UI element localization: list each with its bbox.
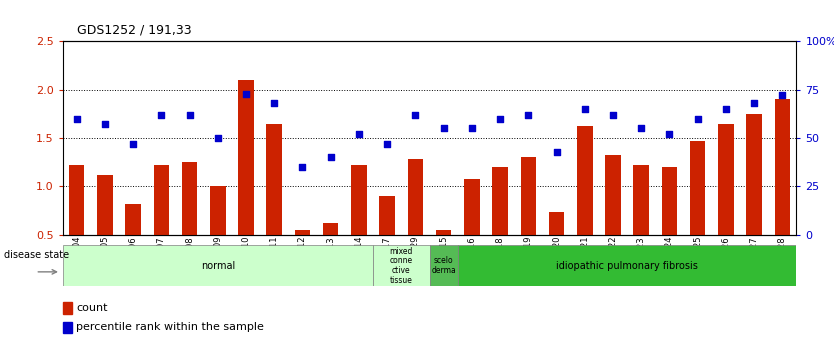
Point bbox=[154, 112, 168, 118]
Point bbox=[465, 126, 479, 131]
Bar bbox=[63, 303, 72, 314]
Bar bbox=[492, 167, 508, 235]
Point bbox=[663, 131, 676, 137]
Point bbox=[98, 122, 112, 127]
Bar bbox=[661, 167, 677, 235]
Point bbox=[380, 141, 394, 147]
Bar bbox=[153, 165, 169, 235]
Point bbox=[691, 116, 705, 121]
Bar bbox=[294, 230, 310, 235]
Point bbox=[719, 106, 732, 112]
Bar bbox=[577, 126, 592, 235]
Point bbox=[127, 141, 140, 147]
Bar bbox=[605, 155, 620, 235]
Point bbox=[606, 112, 620, 118]
Bar bbox=[718, 124, 734, 235]
Point bbox=[747, 100, 761, 106]
Bar bbox=[458, 245, 796, 286]
Bar bbox=[63, 322, 72, 333]
Bar bbox=[430, 245, 458, 286]
Bar bbox=[210, 186, 225, 235]
Point bbox=[296, 164, 309, 170]
Point bbox=[268, 100, 281, 106]
Text: GDS1252 / 191,33: GDS1252 / 191,33 bbox=[78, 24, 192, 37]
Bar bbox=[69, 165, 84, 235]
Point bbox=[352, 131, 365, 137]
Bar bbox=[520, 157, 536, 235]
Bar bbox=[97, 175, 113, 235]
Point bbox=[494, 116, 507, 121]
Point bbox=[324, 155, 338, 160]
Bar bbox=[690, 141, 706, 235]
Text: percentile rank within the sample: percentile rank within the sample bbox=[76, 322, 264, 332]
Point bbox=[635, 126, 648, 131]
Point bbox=[437, 126, 450, 131]
Bar bbox=[408, 159, 423, 235]
Point bbox=[183, 112, 196, 118]
Bar bbox=[634, 165, 649, 235]
Text: mixed
conne
ctive
tissue: mixed conne ctive tissue bbox=[389, 247, 413, 285]
Bar bbox=[775, 99, 790, 235]
Point bbox=[70, 116, 83, 121]
Text: disease state: disease state bbox=[4, 250, 69, 260]
Point bbox=[521, 112, 535, 118]
Bar bbox=[464, 179, 480, 235]
Bar bbox=[323, 223, 339, 235]
Point bbox=[776, 93, 789, 98]
Point bbox=[550, 149, 563, 154]
Text: scelo
derma: scelo derma bbox=[431, 256, 456, 275]
Point bbox=[578, 106, 591, 112]
Bar bbox=[182, 162, 198, 235]
Bar bbox=[746, 114, 762, 235]
Point bbox=[409, 112, 422, 118]
Bar bbox=[436, 230, 451, 235]
Point bbox=[211, 135, 224, 141]
Bar bbox=[351, 165, 367, 235]
Point bbox=[239, 91, 253, 96]
Bar bbox=[549, 213, 565, 235]
Bar bbox=[125, 204, 141, 235]
Bar bbox=[239, 80, 254, 235]
Text: normal: normal bbox=[201, 261, 235, 270]
Text: count: count bbox=[76, 303, 108, 313]
Text: idiopathic pulmonary fibrosis: idiopathic pulmonary fibrosis bbox=[556, 261, 698, 270]
Bar bbox=[267, 124, 282, 235]
Bar bbox=[373, 245, 430, 286]
Bar bbox=[63, 245, 373, 286]
Bar bbox=[379, 196, 395, 235]
